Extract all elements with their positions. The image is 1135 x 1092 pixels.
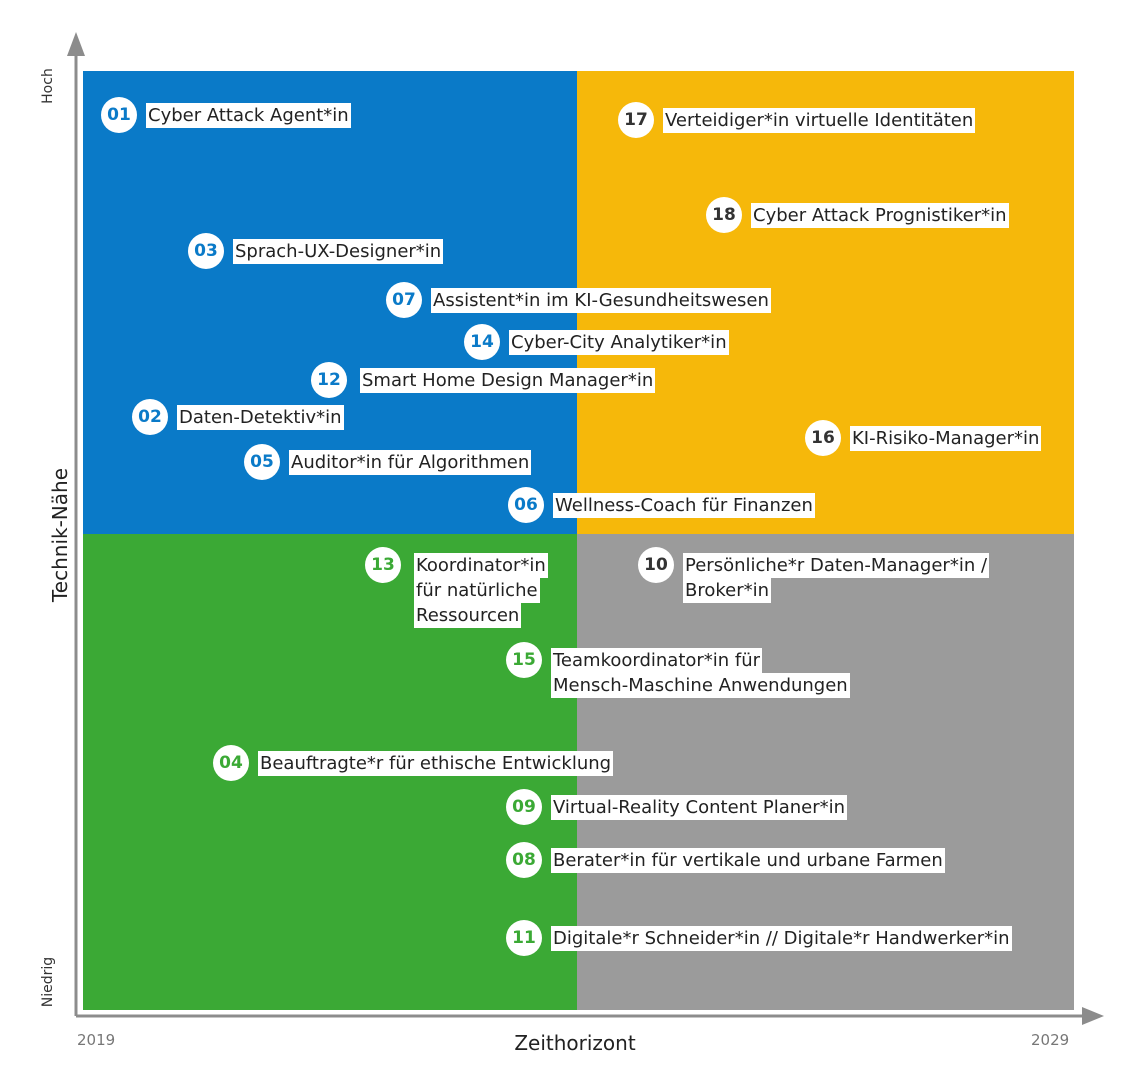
job-title: Auditor*in für Algorithmen [289,450,532,475]
job-title: KI-Risiko-Manager*in [850,426,1042,451]
job-item: 10 Persönliche*r Daten-Manager*in / Brok… [638,547,990,603]
job-number-badge: 01 [101,97,137,133]
job-item: 02 Daten-Detektiv*in [132,399,344,435]
job-title: Cyber Attack Prognistiker*in [751,203,1009,228]
job-title: Wellness-Coach für Finanzen [553,493,815,518]
job-item: 08 Berater*in für vertikale und urbane F… [506,842,945,878]
job-item: 07 Assistent*in im KI-Gesundheitswesen [386,282,771,318]
x-axis-arrow [1082,1007,1104,1025]
y-axis-high-label: Hoch [40,68,56,104]
y-axis-arrow [67,32,85,56]
job-number-badge: 12 [311,362,347,398]
job-number-badge: 11 [506,920,542,956]
job-number-badge: 05 [244,444,280,480]
job-item: 11 Digitale*r Schneider*in // Digitale*r… [506,920,1012,956]
job-item: 05 Auditor*in für Algorithmen [244,444,532,480]
x-axis-title: Zeithorizont [514,1031,636,1055]
job-item: 09 Virtual-Reality Content Planer*in [506,789,848,825]
job-title: Assistent*in im KI-Gesundheitswesen [431,288,771,313]
job-title: Beauftragte*r für ethische Entwicklung [258,751,614,776]
job-item: 12 Smart Home Design Manager*in [311,362,656,398]
job-number-badge: 18 [706,197,742,233]
job-title: Sprach-UX-Designer*in [233,239,444,264]
job-item: 14 Cyber-City Analytiker*in [464,324,729,360]
job-item: 04 Beauftragte*r für ethische Entwicklun… [213,745,614,781]
job-item: 13 Koordinator*in für natürliche Ressour… [365,547,548,628]
x-axis-start-label: 2019 [77,1031,116,1049]
job-number-badge: 04 [213,745,249,781]
job-item: 16 KI-Risiko-Manager*in [805,420,1042,456]
job-item: 06 Wellness-Coach für Finanzen [508,487,815,523]
job-title: Cyber-City Analytiker*in [509,330,729,355]
job-title: Smart Home Design Manager*in [360,368,656,393]
job-number-badge: 13 [365,547,401,583]
job-number-badge: 10 [638,547,674,583]
x-axis-end-label: 2029 [1031,1031,1070,1049]
job-number-badge: 09 [506,789,542,825]
job-number-badge: 07 [386,282,422,318]
job-title: Verteidiger*in virtuelle Identitäten [663,108,976,133]
job-number-badge: 14 [464,324,500,360]
job-number-badge: 08 [506,842,542,878]
job-number-badge: 17 [618,102,654,138]
y-axis-title: Technik-Nähe [48,467,72,603]
job-title: Teamkoordinator*in für Mensch-Maschine A… [551,648,850,698]
job-item: 15 Teamkoordinator*in für Mensch-Maschin… [506,642,850,698]
job-title: Persönliche*r Daten-Manager*in / Broker*… [683,553,990,603]
job-number-badge: 06 [508,487,544,523]
job-number-badge: 03 [188,233,224,269]
job-title: Cyber Attack Agent*in [146,103,351,128]
job-number-badge: 16 [805,420,841,456]
job-title: Virtual-Reality Content Planer*in [551,795,848,820]
job-title: Daten-Detektiv*in [177,405,344,430]
job-item: 01 Cyber Attack Agent*in [101,97,351,133]
job-item: 17 Verteidiger*in virtuelle Identitäten [618,102,976,138]
job-title: Digitale*r Schneider*in // Digitale*r Ha… [551,926,1012,951]
job-title: Koordinator*in für natürliche Ressourcen [414,553,548,628]
job-title: Berater*in für vertikale und urbane Farm… [551,848,945,873]
job-number-badge: 15 [506,642,542,678]
job-number-badge: 02 [132,399,168,435]
y-axis-low-label: Niedrig [40,956,56,1008]
job-item: 18 Cyber Attack Prognistiker*in [706,197,1009,233]
job-item: 03 Sprach-UX-Designer*in [188,233,444,269]
